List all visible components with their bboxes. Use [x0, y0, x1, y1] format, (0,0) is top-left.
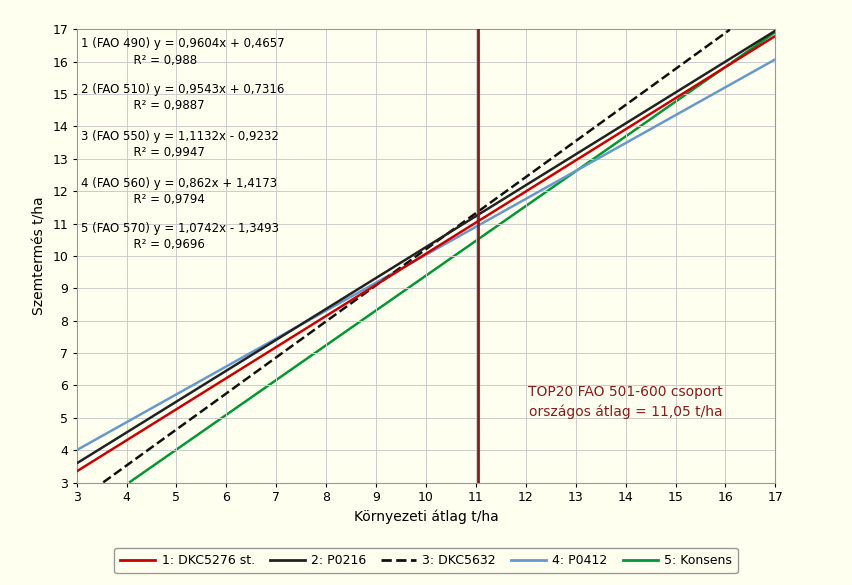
Y-axis label: Szemtermés t/ha: Szemtermés t/ha — [33, 197, 47, 315]
Text: 2 (FAO 510) y = 0,9543x + 0,7316
              R² = 0,9887: 2 (FAO 510) y = 0,9543x + 0,7316 R² = 0,… — [81, 82, 284, 112]
Text: 4 (FAO 560) y = 0,862x + 1,4173
              R² = 0,9794: 4 (FAO 560) y = 0,862x + 1,4173 R² = 0,9… — [81, 177, 277, 206]
Text: TOP20 FAO 501-600 csoport
országos átlag = 11,05 t/ha: TOP20 FAO 501-600 csoport országos átlag… — [528, 384, 723, 419]
X-axis label: Környezeti átlag t/ha: Környezeti átlag t/ha — [354, 510, 498, 524]
Legend: 1: DKC5276 st., 2: P0216, 3: DKC5632, 4: P0412, 5: Konsens: 1: DKC5276 st., 2: P0216, 3: DKC5632, 4:… — [114, 548, 738, 573]
Text: 1 (FAO 490) y = 0,9604x + 0,4657
              R² = 0,988: 1 (FAO 490) y = 0,9604x + 0,4657 R² = 0,… — [81, 37, 285, 67]
Text: 3 (FAO 550) y = 1,1132x - 0,9232
              R² = 0,9947: 3 (FAO 550) y = 1,1132x - 0,9232 R² = 0,… — [81, 130, 279, 159]
Text: 5 (FAO 570) y = 1,0742x - 1,3493
              R² = 0,9696: 5 (FAO 570) y = 1,0742x - 1,3493 R² = 0,… — [81, 222, 279, 252]
